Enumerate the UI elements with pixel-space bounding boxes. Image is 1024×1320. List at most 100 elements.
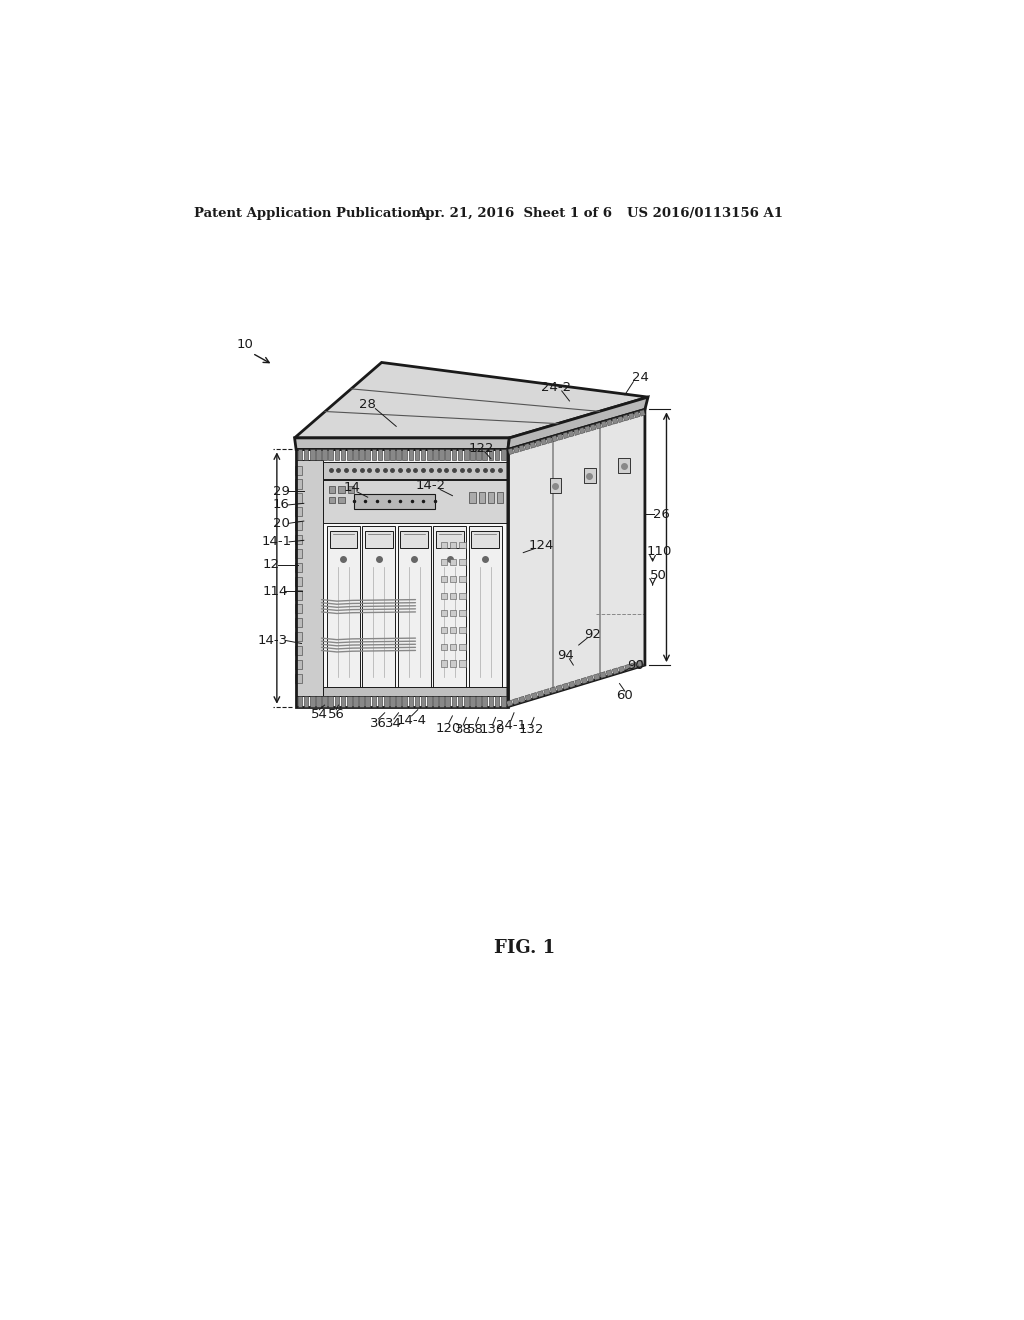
Polygon shape [339,487,345,492]
Polygon shape [295,673,302,682]
Polygon shape [362,527,395,692]
Polygon shape [531,693,538,700]
Polygon shape [295,618,302,627]
Polygon shape [295,507,302,516]
Polygon shape [348,487,354,492]
Polygon shape [506,700,513,706]
Polygon shape [600,672,606,678]
Polygon shape [330,498,336,503]
Polygon shape [441,627,447,632]
Polygon shape [529,442,536,449]
Polygon shape [451,593,457,599]
Polygon shape [460,644,466,649]
Polygon shape [460,660,466,667]
Polygon shape [546,437,552,444]
Text: FIG. 1: FIG. 1 [495,939,555,957]
Polygon shape [519,696,525,702]
Polygon shape [460,610,466,615]
Text: 24-2: 24-2 [542,380,571,393]
Polygon shape [478,492,484,503]
Polygon shape [296,449,508,706]
Text: 12: 12 [262,558,280,572]
Polygon shape [552,436,558,442]
Text: 132: 132 [518,723,544,737]
Polygon shape [441,593,447,599]
Text: 114: 114 [262,585,288,598]
Polygon shape [295,521,302,531]
Polygon shape [409,449,413,461]
Polygon shape [617,416,624,422]
Text: 14: 14 [344,482,360,495]
Text: 90: 90 [628,659,644,672]
Polygon shape [295,479,302,488]
Text: 14-2: 14-2 [416,479,445,492]
Polygon shape [606,669,612,676]
Polygon shape [634,412,640,418]
Polygon shape [460,627,466,632]
Polygon shape [470,449,475,461]
Polygon shape [464,696,469,706]
Polygon shape [415,449,419,461]
Polygon shape [612,668,618,675]
Polygon shape [557,434,563,440]
Polygon shape [433,696,438,706]
Polygon shape [295,466,302,475]
Polygon shape [402,449,407,461]
Polygon shape [476,696,481,706]
Polygon shape [441,543,447,548]
Polygon shape [536,440,541,446]
Text: 28: 28 [358,399,376,412]
Polygon shape [497,492,503,503]
Polygon shape [415,696,419,706]
Polygon shape [601,421,607,428]
Polygon shape [460,593,466,599]
Polygon shape [316,696,321,706]
Polygon shape [451,627,457,632]
Polygon shape [590,424,596,430]
Polygon shape [451,610,457,615]
Polygon shape [295,660,302,669]
Polygon shape [378,696,382,706]
Polygon shape [458,449,463,461]
Polygon shape [441,610,447,615]
Polygon shape [353,449,357,461]
Polygon shape [441,644,447,649]
Polygon shape [323,449,327,461]
Polygon shape [323,462,508,479]
Polygon shape [436,531,464,548]
Polygon shape [427,696,432,706]
Polygon shape [445,696,451,706]
Text: 94: 94 [557,648,574,661]
Polygon shape [556,685,562,692]
Polygon shape [464,449,469,461]
Polygon shape [384,449,388,461]
Text: 130: 130 [480,723,505,737]
Polygon shape [538,690,544,697]
Polygon shape [508,449,514,454]
Polygon shape [629,413,635,420]
Polygon shape [327,527,360,692]
Polygon shape [295,363,648,438]
Text: 10: 10 [237,338,253,351]
Polygon shape [329,696,333,706]
Polygon shape [341,696,345,706]
Polygon shape [402,696,407,706]
Polygon shape [580,428,585,434]
Polygon shape [451,576,457,582]
Polygon shape [409,696,413,706]
Polygon shape [488,696,494,706]
Polygon shape [452,696,457,706]
Text: 26: 26 [653,508,671,520]
Polygon shape [594,673,600,680]
Polygon shape [421,696,425,706]
Polygon shape [482,449,487,461]
Polygon shape [482,696,487,706]
Polygon shape [541,438,547,445]
Text: 24-1: 24-1 [496,718,526,731]
Polygon shape [460,576,466,582]
Polygon shape [335,696,339,706]
Text: 14-3: 14-3 [258,634,288,647]
Polygon shape [501,449,506,461]
Polygon shape [295,605,302,614]
Polygon shape [451,660,457,667]
